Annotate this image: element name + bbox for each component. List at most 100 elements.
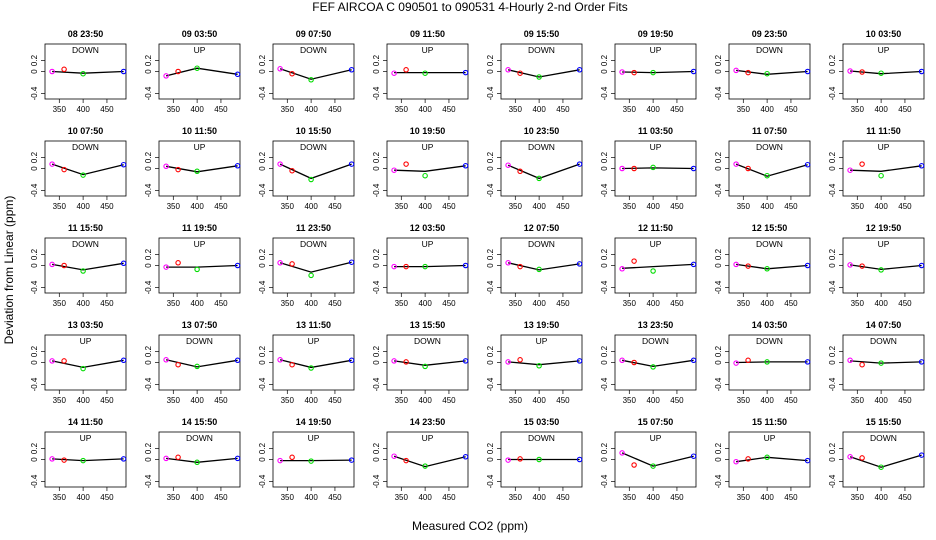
panel-direction-label: UP bbox=[650, 142, 662, 152]
y-tick-label: -0.4 bbox=[258, 183, 267, 197]
x-tick-label: 350 bbox=[851, 105, 865, 114]
panel-direction-label: UP bbox=[422, 433, 434, 443]
data-point bbox=[194, 363, 200, 370]
y-tick-label: 0 bbox=[258, 360, 267, 365]
x-tick-label: 350 bbox=[851, 299, 865, 308]
data-point bbox=[403, 457, 409, 464]
data-point bbox=[745, 357, 751, 364]
x-tick-label: 400 bbox=[532, 105, 546, 114]
x-tick-label: 350 bbox=[167, 396, 181, 405]
data-point bbox=[61, 166, 67, 173]
panel: 10 15:50 DOWN -0.4 0 0.2 350 400 450 bbox=[258, 126, 355, 211]
panel-title: 09 03:50 bbox=[182, 29, 218, 39]
panel: 11 11:50 UP -0.4 0 0.2 350 400 450 bbox=[828, 126, 925, 211]
data-point bbox=[918, 452, 925, 458]
data-point bbox=[234, 357, 241, 364]
panel: 14 15:50 DOWN -0.4 0 0.2 350 400 450 bbox=[144, 417, 241, 502]
data-point bbox=[120, 357, 127, 364]
fit-line bbox=[165, 359, 238, 368]
data-point bbox=[49, 68, 55, 75]
data-point bbox=[348, 161, 355, 167]
y-tick-label: -0.4 bbox=[372, 183, 381, 197]
panel-title: 14 23:50 bbox=[410, 417, 446, 427]
panel-direction-label: UP bbox=[650, 45, 662, 55]
data-point bbox=[422, 70, 428, 76]
x-tick-label: 350 bbox=[53, 396, 67, 405]
data-point bbox=[878, 464, 884, 470]
panel-title: 15 07:50 bbox=[638, 417, 674, 427]
y-tick-label: -0.4 bbox=[144, 474, 153, 488]
panel-title: 13 11:50 bbox=[296, 320, 331, 330]
panel-direction-label: UP bbox=[308, 336, 320, 346]
x-tick-label: 400 bbox=[646, 396, 660, 405]
x-tick-label: 450 bbox=[670, 105, 684, 114]
y-tick-label: 0.2 bbox=[30, 345, 39, 357]
y-tick-label: 0.2 bbox=[258, 442, 267, 454]
y-tick-label: -0.4 bbox=[828, 474, 837, 488]
panel: 13 15:50 DOWN -0.4 0 0.2 350 400 450 bbox=[372, 320, 469, 405]
fit-line bbox=[622, 70, 694, 74]
x-tick-label: 450 bbox=[556, 396, 570, 405]
panel-title: 09 23:50 bbox=[752, 29, 788, 39]
y-tick-label: -0.4 bbox=[372, 377, 381, 391]
data-point bbox=[120, 68, 127, 75]
x-tick-label: 350 bbox=[53, 105, 67, 114]
panel-title: 11 11:50 bbox=[866, 126, 901, 136]
data-point bbox=[733, 458, 739, 465]
panel: 14 03:50 DOWN -0.4 0 0.2 350 400 450 bbox=[714, 320, 811, 405]
data-point bbox=[175, 361, 181, 368]
y-tick-label: 0.2 bbox=[372, 248, 381, 260]
data-point bbox=[49, 261, 55, 268]
panel-direction-label: DOWN bbox=[528, 142, 555, 152]
data-point bbox=[619, 266, 625, 272]
data-point bbox=[631, 359, 637, 366]
x-tick-label: 400 bbox=[304, 105, 318, 114]
y-tick-label: 0.2 bbox=[258, 151, 267, 163]
panel-direction-label: DOWN bbox=[414, 336, 441, 346]
data-point bbox=[619, 450, 625, 456]
data-point bbox=[308, 272, 314, 279]
x-tick-label: 400 bbox=[418, 396, 432, 405]
x-tick-label: 450 bbox=[556, 105, 570, 114]
data-point bbox=[619, 69, 625, 75]
x-tick-label: 400 bbox=[760, 299, 774, 308]
data-point bbox=[462, 163, 469, 169]
y-tick-label: -0.4 bbox=[144, 280, 153, 294]
data-point bbox=[619, 357, 625, 364]
data-point bbox=[690, 453, 697, 459]
panel: 12 15:50 DOWN -0.4 0 0.2 350 400 450 bbox=[714, 223, 811, 308]
y-tick-label: 0.2 bbox=[828, 442, 837, 454]
y-tick-label: -0.4 bbox=[714, 86, 723, 100]
panel-title: 14 19:50 bbox=[296, 417, 332, 427]
x-tick-label: 350 bbox=[167, 299, 181, 308]
panel-direction-label: DOWN bbox=[756, 239, 783, 249]
data-point bbox=[277, 457, 283, 464]
data-point bbox=[847, 262, 853, 268]
x-tick-label: 450 bbox=[898, 493, 912, 502]
fit-line bbox=[849, 454, 922, 468]
x-tick-label: 350 bbox=[167, 493, 181, 502]
panel-direction-label: DOWN bbox=[72, 45, 99, 55]
y-tick-label: 0 bbox=[486, 457, 495, 462]
y-tick-label: 0.2 bbox=[30, 151, 39, 163]
data-point bbox=[859, 361, 865, 368]
data-point bbox=[462, 69, 469, 76]
x-tick-label: 350 bbox=[281, 396, 295, 405]
x-tick-label: 350 bbox=[395, 105, 409, 114]
y-tick-label: 0 bbox=[372, 360, 381, 365]
y-tick-label: -0.4 bbox=[714, 377, 723, 391]
panel-direction-label: UP bbox=[536, 336, 548, 346]
data-point bbox=[163, 357, 169, 363]
data-point bbox=[859, 455, 865, 461]
panel-direction-label: DOWN bbox=[528, 239, 555, 249]
y-tick-label: -0.4 bbox=[30, 86, 39, 100]
panel-title: 10 15:50 bbox=[296, 126, 332, 136]
x-tick-label: 350 bbox=[851, 396, 865, 405]
panel-title: 11 19:50 bbox=[182, 223, 217, 233]
panel-title: 12 11:50 bbox=[638, 223, 673, 233]
data-point bbox=[745, 69, 751, 76]
panel-title: 10 23:50 bbox=[524, 126, 560, 136]
data-point bbox=[859, 161, 865, 167]
panel: 09 03:50 UP -0.4 0 0.2 350 400 450 bbox=[144, 29, 241, 114]
y-tick-label: 0.2 bbox=[714, 54, 723, 66]
